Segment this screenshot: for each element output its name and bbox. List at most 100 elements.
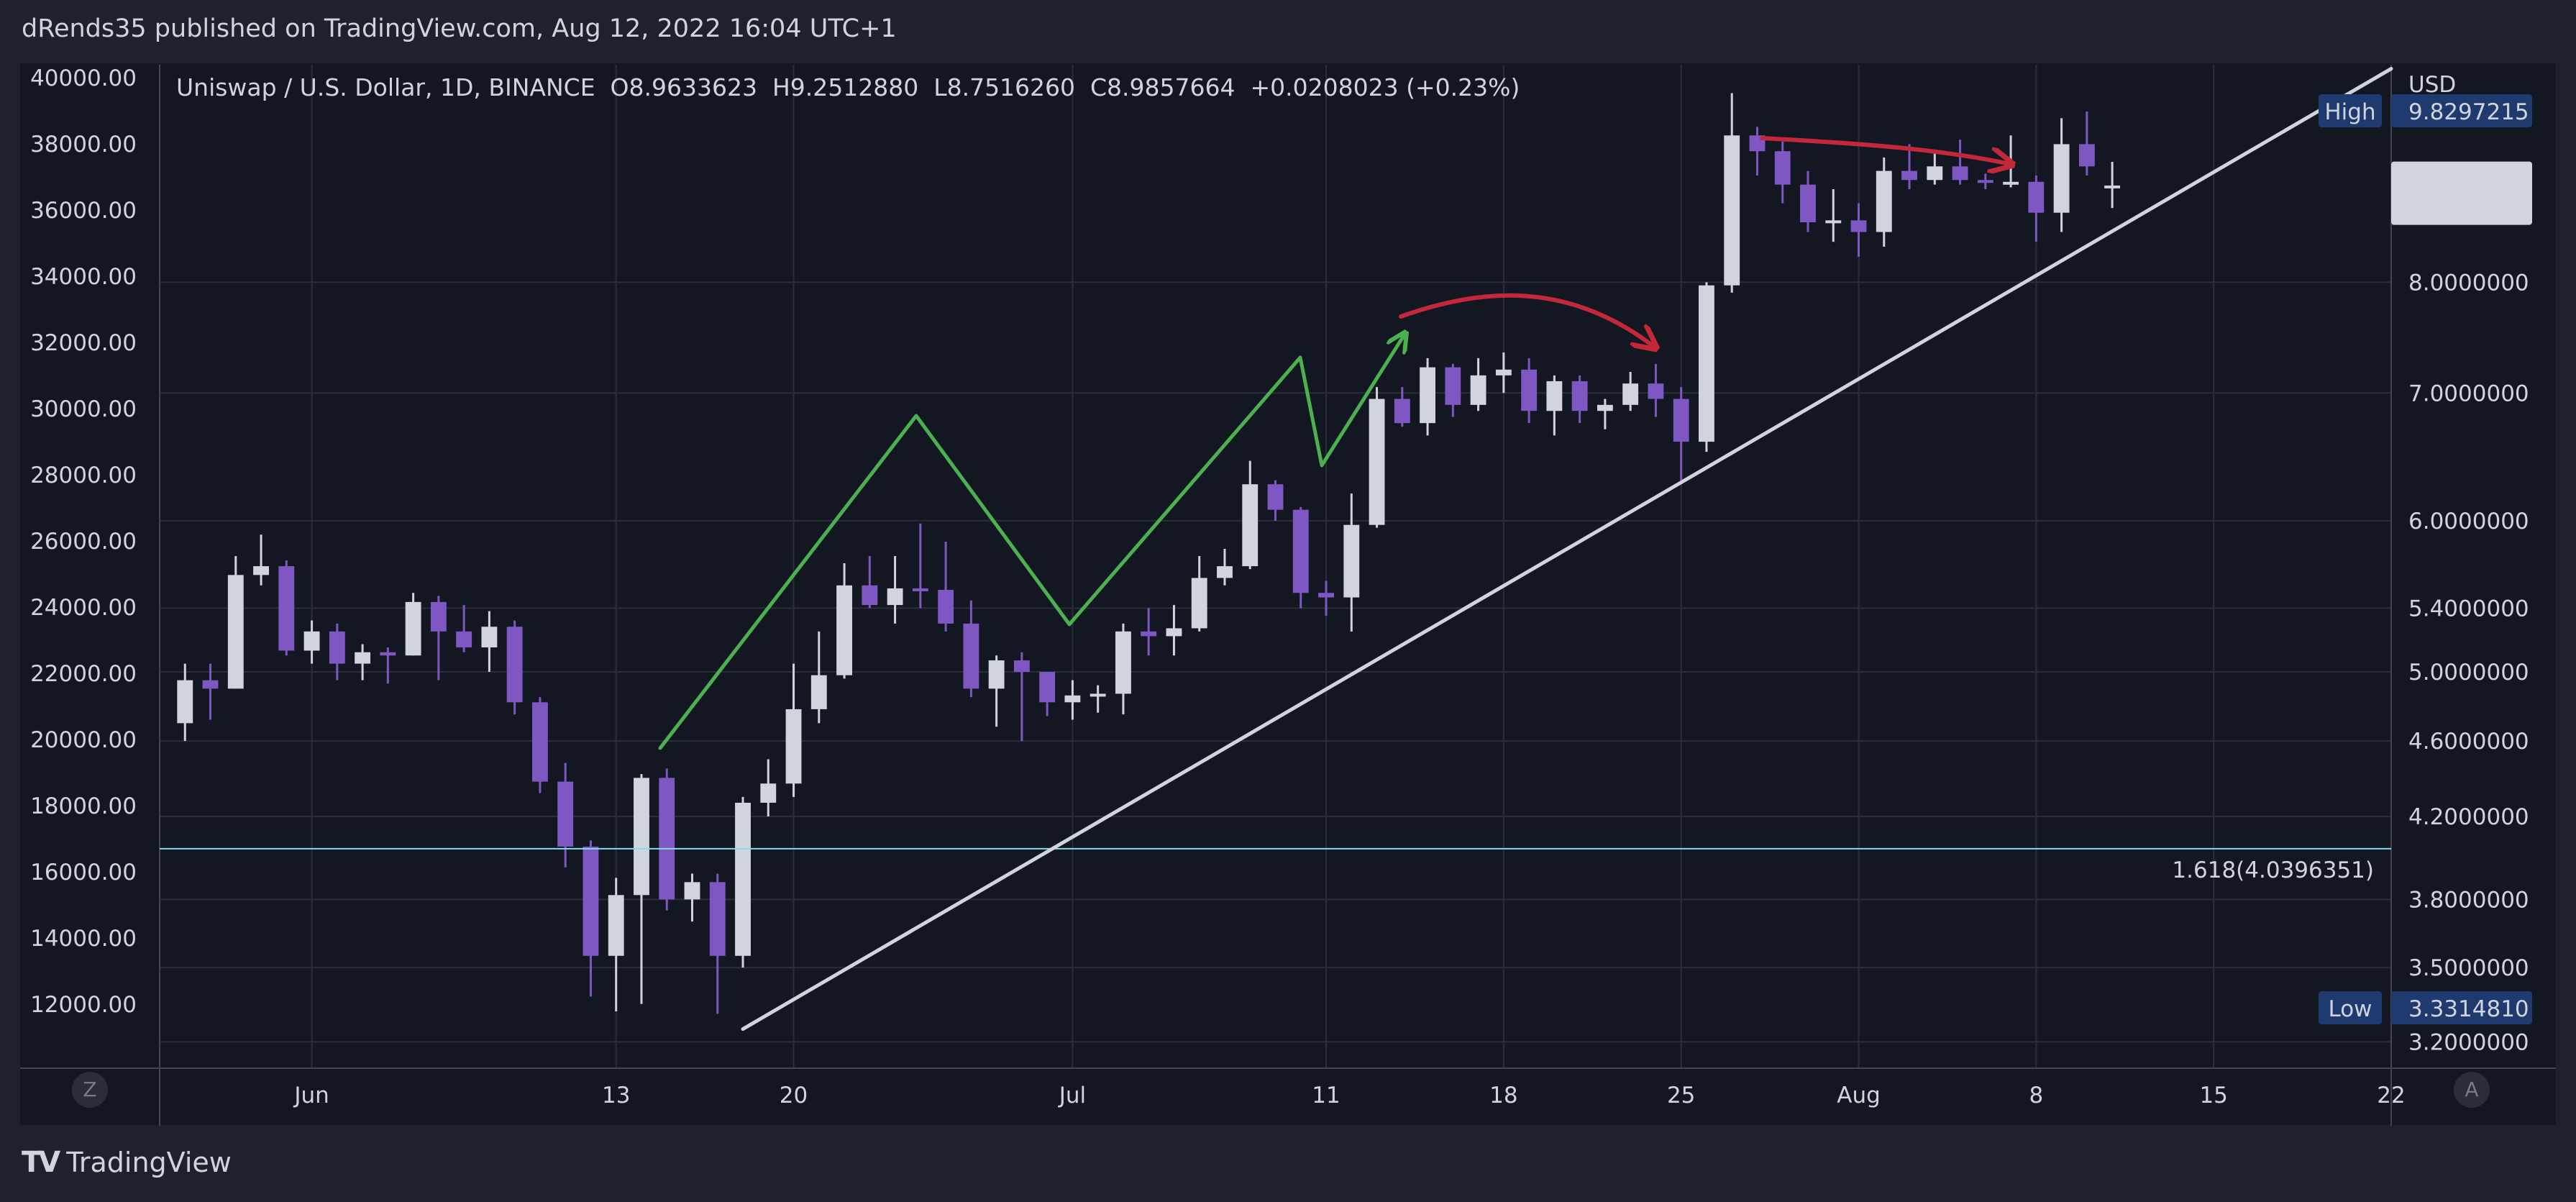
right-corner-button[interactable]: A (2454, 1072, 2490, 1108)
support-trendline (741, 67, 2393, 1032)
candle-body (506, 627, 523, 703)
chart-frame[interactable] (20, 63, 2556, 1125)
drawings: 1.618(4.0396351) (160, 67, 2393, 1032)
candle-body (1420, 367, 1435, 424)
time-tick-label: 13 (602, 1083, 630, 1108)
candle-body (1648, 383, 1664, 399)
low-badge-value-bg (2391, 991, 2532, 1025)
candle-body (1318, 593, 1334, 598)
candle-body (1495, 369, 1512, 375)
candle-body (531, 702, 548, 782)
candle-body (329, 631, 345, 664)
red-arrow-1 (1399, 293, 1654, 347)
candle-body (1699, 285, 1714, 442)
tradingview-brand[interactable]: TV TradingView (22, 1146, 232, 1179)
candle-body (1800, 184, 1816, 223)
publisher-line: dRends35 published on TradingView.com, A… (22, 14, 897, 43)
candles (177, 93, 2121, 1014)
price-tick-label: 8.0000000 (2408, 270, 2529, 296)
candle-body (1242, 484, 1259, 567)
candle-body (278, 566, 295, 651)
time-tick-label: 22 (2377, 1083, 2405, 1108)
time-tick-label: 15 (2199, 1083, 2227, 1108)
header-bar: dRends35 published on TradingView.com, A… (0, 0, 2576, 65)
candle-body (709, 882, 726, 956)
left-axis-tick-label: 26000.00 (30, 529, 137, 555)
candle-body (380, 652, 396, 656)
candle-body (2104, 185, 2121, 188)
candle-body (912, 588, 928, 591)
last-price-value: 8.9857664 (2408, 168, 2529, 193)
price-tick-label: 5.0000000 (2408, 660, 2529, 686)
left-axis-tick-label: 12000.00 (30, 992, 137, 1018)
price-tick-label: 6.0000000 (2408, 509, 2529, 534)
candle-body (1597, 404, 1613, 411)
candle-body (1039, 672, 1056, 703)
candle-body (1521, 369, 1538, 411)
left-axis-tick-label: 18000.00 (30, 793, 137, 819)
candle-body (1343, 524, 1360, 598)
candle-body (862, 585, 878, 606)
time-tick-label: Jul (1058, 1083, 1086, 1108)
candle-body (430, 601, 447, 632)
left-corner-button[interactable]: Z (72, 1072, 108, 1108)
candle-body (1141, 631, 1157, 637)
candle-body (887, 588, 903, 606)
low-badge-label: Low (2328, 996, 2372, 1022)
candle-body (1673, 399, 1689, 442)
candle-body (608, 895, 624, 956)
low-badge-value: 3.3314810 (2408, 996, 2529, 1022)
green-zigzag-drawing (658, 334, 1405, 750)
candle-body (1267, 484, 1284, 510)
candle-body (1369, 399, 1385, 525)
price-tick-label: 3.5000000 (2408, 955, 2529, 981)
candle-body (810, 675, 827, 709)
candle-body (405, 601, 421, 656)
candle-body (1470, 375, 1486, 405)
candle-body (1217, 566, 1233, 578)
candle-body (684, 882, 700, 900)
candle-body (1876, 170, 1892, 232)
left-axis-tick-label: 16000.00 (30, 860, 137, 885)
left-axis-tick-label: 14000.00 (30, 926, 137, 952)
time-tick-label: 8 (2029, 1083, 2043, 1108)
candle-body (634, 778, 649, 896)
time-tick-label: 20 (780, 1083, 808, 1108)
symbol-legend: Uniswap / U.S. Dollar, 1D, BINANCE O8.96… (176, 73, 1520, 101)
candle-body (1774, 151, 1791, 185)
candle-body (1090, 693, 1106, 697)
candle-body (456, 631, 472, 647)
candle-body (760, 783, 777, 803)
time-axis: Jun 13 20 Jul 11 18 25 Aug 8 15 22 (293, 1083, 2405, 1108)
candle-body (735, 802, 751, 956)
candle-body (1064, 695, 1081, 703)
price-tick-label: 3.8000000 (2408, 887, 2529, 913)
red-arrow-2 (1760, 136, 2010, 164)
candle-body (785, 709, 802, 784)
high-badge-label: High (2324, 99, 2375, 125)
candle-body (253, 566, 269, 575)
candle-body (303, 631, 320, 651)
footer-bar (0, 1126, 2576, 1202)
candle-body (1901, 170, 1917, 181)
left-axis-tick-label: 24000.00 (30, 595, 137, 621)
candle-body (2053, 144, 2070, 213)
price-tick-label: 7.0000000 (2408, 381, 2529, 406)
candle-body (227, 575, 244, 689)
last-price-countdown: 08:55:12 (2408, 196, 2508, 222)
left-axis: 40000.00 38000.00 36000.00 34000.00 32000.00… (30, 65, 137, 1018)
time-tick-label: 11 (1312, 1083, 1340, 1108)
candle-body (1013, 660, 1030, 673)
high-badge-label-bg (2319, 94, 2382, 127)
candle-body (1571, 381, 1588, 411)
candle-body (1850, 220, 1867, 232)
left-axis-tick-label: 38000.00 (30, 132, 137, 158)
candle-body (988, 660, 1005, 689)
candle-body (1394, 399, 1410, 424)
candle-body (355, 652, 371, 664)
candle-body (2003, 181, 2019, 185)
time-tick-label: 18 (1489, 1083, 1517, 1108)
left-axis-tick-label: 28000.00 (30, 463, 137, 488)
left-axis-tick-label: 32000.00 (30, 330, 137, 356)
